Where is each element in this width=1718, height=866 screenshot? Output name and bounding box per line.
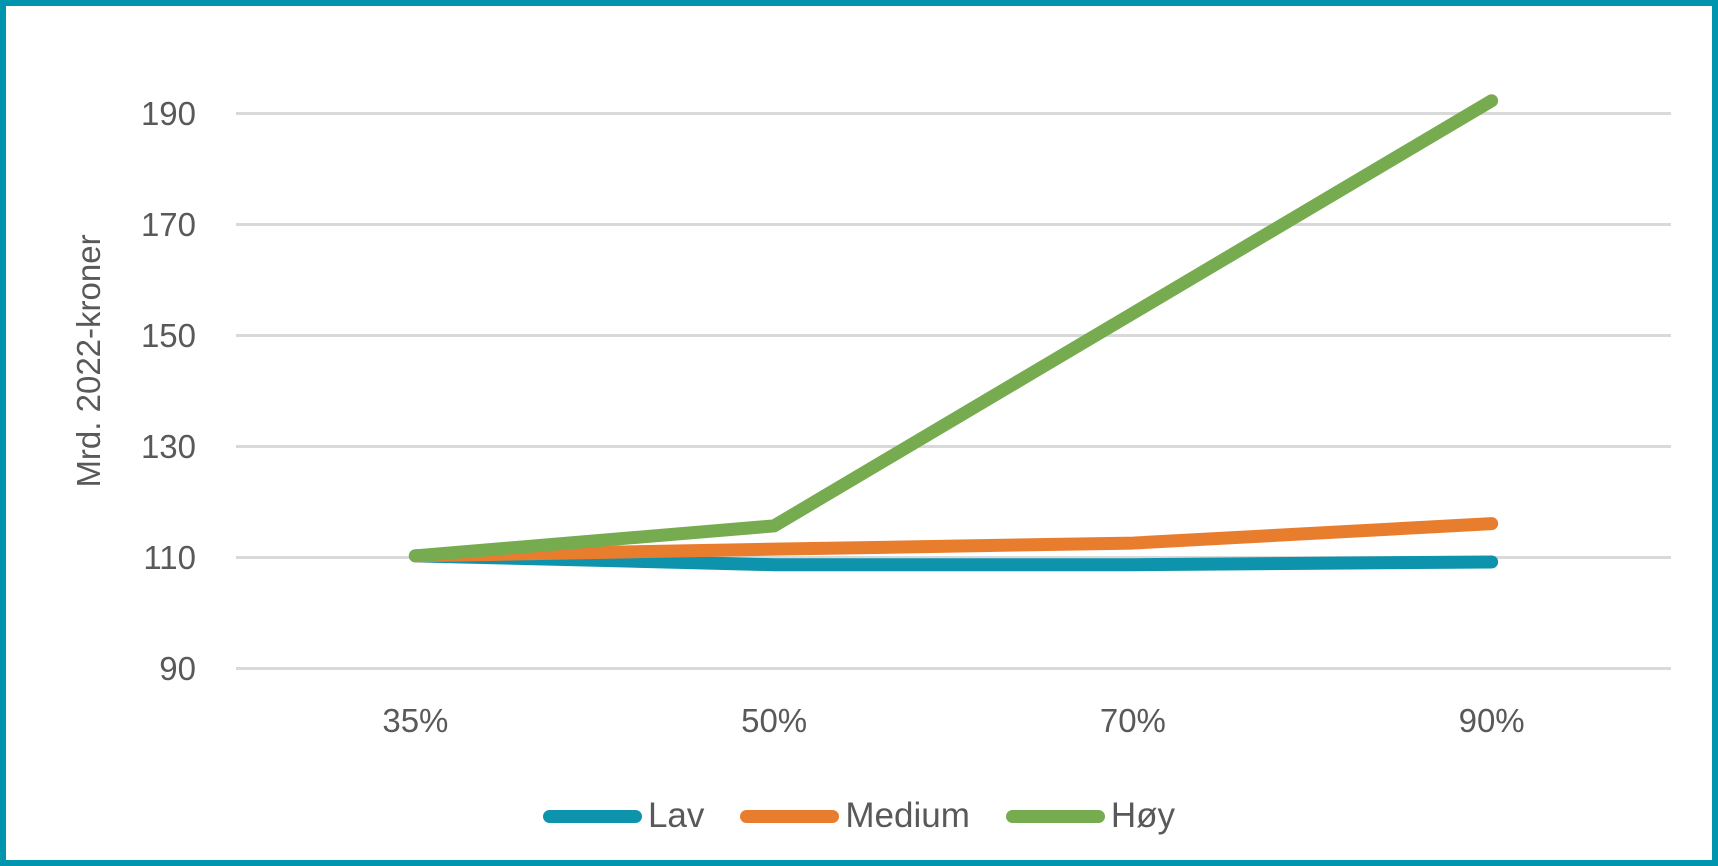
x-tick-label: 50% [741, 702, 808, 739]
y-tick-label: 150 [140, 316, 196, 354]
x-tick-label: 35% [382, 702, 449, 739]
y-tick-label: 170 [140, 205, 196, 243]
legend-item-medium: Medium [740, 796, 970, 836]
series-line-høy [408, 94, 1499, 563]
x-tick-label: 70% [1099, 702, 1166, 739]
legend: Lav Medium Høy [6, 796, 1712, 836]
x-tick-label: 90% [1458, 702, 1525, 739]
legend-label: Høy [1110, 796, 1176, 835]
legend-item-høy: Høy [1005, 796, 1176, 836]
y-tick-label: 90 [159, 649, 196, 687]
legend-swatch-icon [1005, 809, 1105, 823]
legend-label: Lav [647, 796, 705, 835]
y-tick-label: 130 [140, 427, 196, 465]
y-tick-label: 190 [140, 94, 196, 132]
series-line-lav [408, 549, 1499, 572]
plot-area [236, 94, 1671, 670]
legend-swatch-icon [740, 809, 840, 823]
legend-item-lav: Lav [542, 796, 705, 836]
y-tick-label: 110 [143, 538, 196, 576]
legend-label: Medium [845, 796, 970, 835]
legend-swatch-icon [542, 809, 642, 823]
series-line-medium [408, 517, 1499, 563]
